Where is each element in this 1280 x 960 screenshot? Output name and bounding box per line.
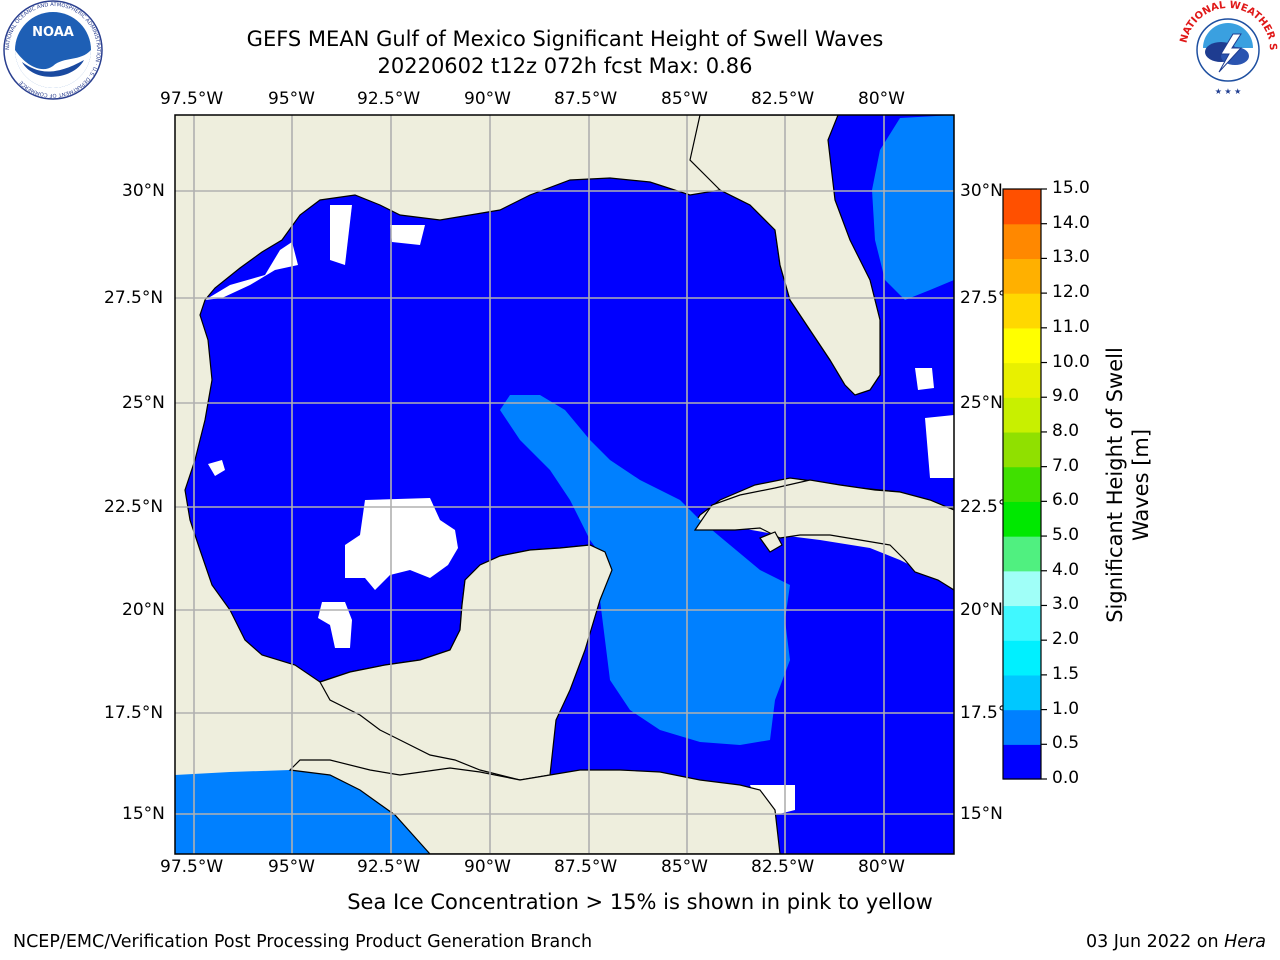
colorbar-band — [1003, 327, 1041, 364]
lat-label-left: 30°N — [122, 181, 165, 201]
lat-label-right: 30°N — [960, 181, 1003, 201]
colorbar-tick-label: 10.0 — [1052, 351, 1090, 372]
colorbar — [1002, 188, 1047, 780]
lon-label-bottom: 92.5°W — [357, 857, 421, 877]
lat-label-right: 15°N — [960, 804, 1003, 824]
sea-ice-note: Sea Ice Concentration > 15% is shown in … — [347, 890, 933, 914]
colorbar-tick-label: 2.0 — [1052, 629, 1080, 650]
svg-text:★ ★ ★: ★ ★ ★ — [1215, 87, 1242, 96]
lon-label-bottom: 97.5°W — [160, 857, 224, 877]
colorbar-band — [1003, 223, 1041, 260]
map-title: GEFS MEAN Gulf of Mexico Significant Hei… — [246, 27, 884, 51]
footer-credit: NCEP/EMC/Verification Post Processing Pr… — [13, 932, 593, 952]
noaa-logo-text: NOAA — [32, 25, 74, 40]
colorbar-title: Significant Height of Swell Waves [m] — [1103, 347, 1153, 623]
lon-label-top: 90°W — [464, 89, 511, 109]
colorbar-tick-label: 13.0 — [1052, 247, 1090, 268]
lon-label-top: 82.5°W — [751, 89, 815, 109]
colorbar-band — [1003, 189, 1041, 225]
colorbar-band — [1003, 744, 1041, 780]
colorbar-band — [1003, 536, 1041, 572]
colorbar-tick-label: 9.0 — [1052, 386, 1080, 407]
colorbar-band — [1003, 674, 1041, 711]
swell-patch-east — [872, 115, 954, 300]
colorbar-band — [1003, 293, 1041, 329]
colorbar-band — [1003, 397, 1041, 433]
lat-label-left: 15°N — [122, 804, 165, 824]
lon-label-bottom: 95°W — [268, 857, 315, 877]
colorbar-band — [1003, 362, 1041, 398]
lon-label-top: 85°W — [661, 89, 708, 109]
lon-label-bottom: 90°W — [464, 857, 511, 877]
colorbar-band — [1003, 431, 1041, 468]
colorbar-band — [1003, 605, 1041, 641]
lon-label-top: 80°W — [858, 89, 905, 109]
map-subtitle: 20220602 t12z 072h fcst Max: 0.86 — [377, 54, 753, 78]
colorbar-band — [1003, 709, 1041, 745]
lat-label-right: 20°N — [960, 600, 1003, 620]
lon-label-top: 92.5°W — [357, 89, 421, 109]
colorbar-tick-label: 12.0 — [1052, 282, 1090, 303]
colorbar-band — [1003, 640, 1041, 676]
colorbar-tick-label: 8.0 — [1052, 420, 1080, 441]
footer-host: Hera — [1224, 932, 1266, 952]
colorbar-tick-label: 3.0 — [1052, 594, 1080, 615]
colorbar-tick-label: 7.0 — [1052, 455, 1080, 476]
colorbar-band — [1003, 466, 1041, 502]
lat-label-right: 25°N — [960, 393, 1003, 413]
lat-label-left: 25°N — [122, 393, 165, 413]
lon-label-bottom: 80°W — [858, 857, 905, 877]
lon-label-bottom: 87.5°W — [554, 857, 618, 877]
colorbar-tick-label: 11.0 — [1052, 316, 1090, 337]
colorbar-tick-label: 5.0 — [1052, 525, 1080, 546]
colorbar-tick-label: 0.0 — [1052, 768, 1080, 788]
colorbar-band — [1003, 501, 1041, 537]
noaa-logo: NOAA NATIONAL OCEANIC AND ATMOSPHERIC AD… — [2, 0, 104, 100]
colorbar-band — [1003, 258, 1041, 294]
lat-label-left: 17.5°N — [104, 703, 164, 723]
lon-label-top: 95°W — [268, 89, 315, 109]
yucatan-land — [319, 544, 613, 781]
colorbar-tick-label: 1.5 — [1052, 663, 1080, 684]
footer-date: 03 Jun 2022 on Hera — [1085, 932, 1266, 952]
nws-logo: NATIONAL WEATHER SERVICE ★ ★ ★ — [1173, 0, 1279, 100]
swell-patch-central — [500, 395, 790, 745]
graticule — [175, 115, 954, 854]
lon-label-bottom: 82.5°W — [751, 857, 815, 877]
colorbar-tick-label: 4.0 — [1052, 559, 1080, 580]
colorbar-tick-label: 6.0 — [1052, 490, 1080, 511]
lat-label-left: 20°N — [122, 600, 165, 620]
lon-label-top: 97.5°W — [160, 89, 224, 109]
central-america-land — [288, 759, 781, 854]
colorbar-tick-label: 14.0 — [1052, 212, 1090, 233]
map-frame — [174, 114, 955, 855]
swell-patch-pacific — [175, 770, 430, 854]
colorbar-band — [1003, 570, 1041, 607]
colorbar-tick-label: 15.0 — [1052, 178, 1090, 198]
lon-label-bottom: 85°W — [661, 857, 708, 877]
colorbar-tick-label: 0.5 — [1052, 733, 1080, 754]
lat-label-left: 27.5°N — [104, 288, 164, 308]
lat-label-left: 22.5°N — [104, 497, 164, 517]
lon-label-top: 87.5°W — [554, 89, 618, 109]
colorbar-tick-label: 1.0 — [1052, 698, 1080, 719]
